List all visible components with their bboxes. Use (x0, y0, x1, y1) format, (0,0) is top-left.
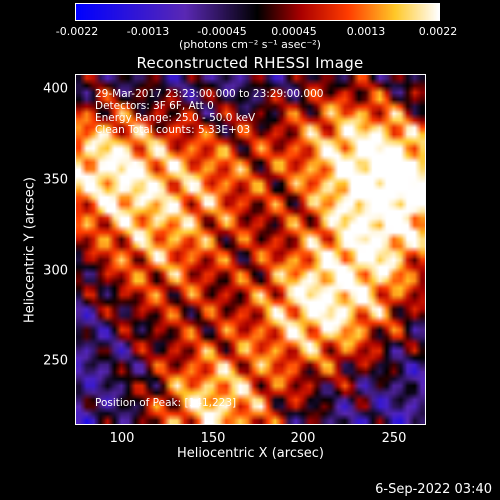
colorbar-tick: -0.0013 (126, 25, 170, 38)
annotation-detectors: Detectors: 3F 6F, Att 0 (95, 100, 214, 112)
annotation-peak-position: Position of Peak: [141,223] (95, 397, 237, 409)
colorbar-tick: 0.0022 (418, 25, 458, 38)
plot-area (75, 74, 426, 425)
x-axis-label: Heliocentric X (arcsec) (177, 446, 324, 461)
y-axis-label: Heliocentric Y (arcsec) (22, 177, 38, 323)
annotation-energy-range: Energy Range: 25.0 - 50.0 keV (95, 112, 256, 124)
colorbar (75, 3, 440, 21)
footer-timestamp: 6-Sep-2022 03:40 (375, 482, 492, 497)
colorbar-tick: 0.0013 (346, 25, 386, 38)
y-tick-label: 400 (43, 81, 68, 97)
y-tick-label: 250 (43, 353, 68, 369)
x-tick-label: 250 (381, 431, 407, 446)
colorbar-unit-label: (photons cm⁻² s⁻¹ asec⁻²) (179, 38, 321, 51)
y-tick-label: 350 (43, 172, 68, 188)
x-tick-label: 100 (109, 431, 135, 446)
y-tick-label: 300 (43, 263, 68, 279)
chart-title: Reconstructed RHESSI Image (136, 54, 364, 72)
x-tick-label: 200 (290, 431, 316, 446)
annotation-clean-counts: Clean Total counts: 5.33E+03 (95, 124, 251, 136)
heatmap-image (76, 75, 425, 424)
colorbar-tick: -0.00045 (197, 25, 247, 38)
x-tick-label: 150 (200, 431, 226, 446)
colorbar-tick: -0.0022 (55, 25, 99, 38)
annotation-time-range: 29-Mar-2017 23:23:00.000 to 23:29:00.000 (95, 88, 324, 100)
colorbar-tick: 0.00045 (271, 25, 317, 38)
